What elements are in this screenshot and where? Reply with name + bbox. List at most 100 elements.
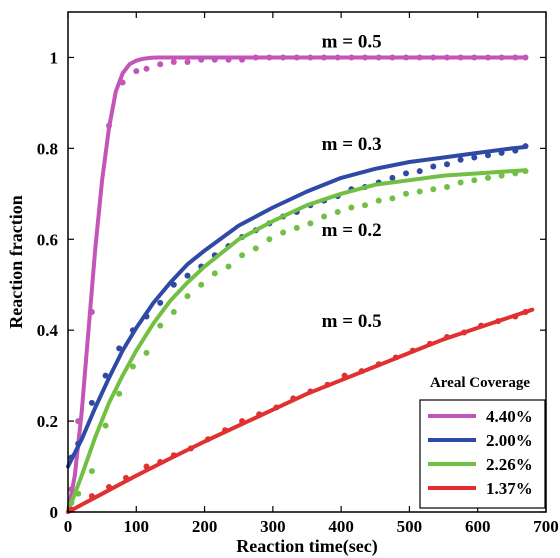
data-point-3-23 (461, 329, 468, 336)
data-point-0-4 (119, 79, 126, 86)
data-point-1-6 (143, 313, 150, 320)
y-tick-label-5: 1 (50, 48, 59, 67)
data-point-3-17 (358, 368, 365, 375)
data-point-3-11 (256, 411, 263, 418)
x-tick-label-2: 200 (192, 517, 218, 536)
y-tick-label-2: 0.4 (37, 321, 59, 340)
data-point-2-10 (198, 281, 205, 288)
data-point-1-30 (471, 154, 478, 161)
data-point-1-32 (498, 149, 505, 156)
data-point-2-3 (102, 422, 109, 429)
data-point-2-20 (334, 209, 341, 215)
data-point-0-0 (68, 486, 75, 493)
data-point-0-31 (485, 54, 491, 61)
legend-label-1: 2.00% (486, 431, 533, 450)
x-tick-label-3: 300 (260, 517, 286, 536)
annotation-2: m = 0.2 (322, 220, 382, 241)
y-axis-label: Reaction fraction (6, 195, 26, 328)
data-point-3-26 (512, 313, 519, 320)
data-point-2-27 (430, 186, 437, 193)
data-point-3-16 (341, 372, 348, 379)
data-point-1-1 (75, 440, 82, 447)
x-tick-label-4: 400 (328, 517, 354, 536)
data-point-3-0 (68, 506, 75, 513)
data-point-0-26 (416, 54, 423, 61)
data-point-0-18 (307, 54, 314, 61)
x-axis-label: Reaction time(sec) (236, 536, 377, 557)
x-tick-label-1: 100 (124, 517, 150, 536)
data-point-3-21 (426, 340, 433, 347)
legend-title: Areal Coverage (430, 375, 530, 391)
data-point-0-30 (471, 54, 478, 61)
data-point-0-28 (444, 54, 450, 61)
data-point-1-31 (485, 152, 491, 159)
data-point-2-12 (225, 263, 232, 270)
data-point-2-16 (280, 229, 287, 236)
data-point-1-3 (102, 372, 109, 379)
data-point-2-7 (157, 322, 164, 329)
data-point-1-4 (116, 345, 123, 352)
data-point-0-23 (375, 54, 382, 61)
data-point-2-18 (307, 220, 314, 227)
plot-frame (67, 11, 547, 513)
chart-marks (66, 54, 535, 514)
data-point-2-31 (485, 174, 491, 181)
data-point-1-9 (184, 272, 191, 279)
data-point-0-12 (225, 56, 232, 63)
data-point-1-28 (444, 161, 450, 168)
y-tick-label-3: 0.6 (37, 230, 58, 249)
series-line-1 (66, 145, 528, 469)
data-point-2-26 (416, 188, 423, 195)
annotation-0: m = 0.5 (322, 32, 382, 53)
data-point-2-33 (512, 170, 519, 177)
data-point-1-25 (403, 170, 409, 177)
data-point-2-8 (170, 309, 177, 315)
data-point-2-6 (143, 349, 150, 356)
data-point-0-32 (498, 54, 505, 61)
data-point-1-0 (68, 454, 75, 461)
data-point-2-11 (211, 270, 218, 277)
data-point-0-9 (184, 59, 191, 65)
data-point-0-34 (522, 54, 529, 61)
data-point-0-25 (403, 54, 409, 61)
data-point-2-14 (252, 245, 259, 252)
data-point-0-33 (512, 54, 519, 61)
data-point-0-19 (321, 54, 328, 61)
data-point-0-17 (293, 54, 300, 61)
data-point-3-20 (409, 347, 416, 354)
data-point-0-8 (170, 59, 177, 65)
data-point-0-15 (266, 54, 273, 61)
data-point-0-14 (252, 54, 259, 61)
data-point-2-29 (457, 179, 464, 186)
data-point-2-30 (471, 177, 478, 184)
data-point-3-7 (187, 445, 194, 452)
chart-axes: 0 100 200 300 400 500 600 700 0 0.2 0.4 0.6 0.8 1 (37, 12, 559, 536)
data-point-3-19 (392, 354, 399, 361)
data-point-2-28 (444, 184, 450, 190)
data-point-3-6 (170, 452, 177, 459)
y-tick-label-4: 0.8 (37, 139, 58, 158)
data-point-0-3 (106, 122, 112, 129)
data-point-2-0 (68, 499, 75, 506)
data-point-2-34 (522, 168, 529, 175)
data-point-2-21 (348, 204, 355, 211)
data-point-1-27 (430, 163, 437, 170)
data-point-0-27 (430, 54, 437, 61)
y-tick-label-0: 0 (50, 503, 59, 522)
y-tick-label-1: 0.2 (37, 412, 58, 431)
data-point-3-8 (205, 436, 211, 443)
x-tick-label-5: 500 (397, 517, 423, 536)
x-tick-label-6: 600 (465, 517, 491, 536)
legend-label-0: 4.40% (486, 407, 533, 426)
data-point-1-8 (170, 281, 177, 288)
data-point-2-2 (88, 468, 95, 475)
data-point-0-6 (143, 65, 150, 72)
data-point-0-22 (362, 54, 368, 61)
data-point-0-16 (280, 54, 287, 61)
data-point-0-24 (389, 54, 396, 61)
data-point-3-25 (495, 318, 502, 325)
data-point-0-10 (198, 56, 205, 63)
legend-label-3: 1.37% (486, 479, 533, 498)
data-point-3-2 (106, 484, 112, 490)
